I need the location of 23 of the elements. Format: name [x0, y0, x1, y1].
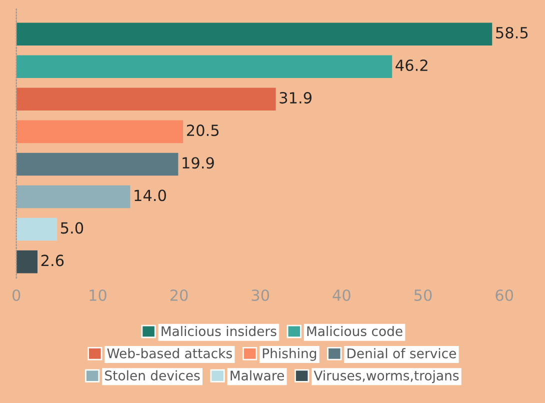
legend-label: Malware [230, 370, 284, 381]
data-label: 46.2 [396, 59, 428, 72]
legend-label: Phishing [262, 348, 316, 361]
x-tick-label: 60 [496, 289, 514, 302]
legend-label: Web-based attacks [107, 348, 232, 358]
x-tick-label: 40 [332, 289, 350, 302]
data-label: 31.9 [280, 92, 312, 104]
x-tick-label: 10 [90, 289, 106, 302]
legend-label: Malicious code [307, 326, 402, 336]
legend-label: Malicious insiders [162, 326, 276, 336]
x-tick-label: 0 [12, 289, 20, 302]
x-tick-label: 30 [252, 289, 270, 302]
data-label: 58.5 [496, 26, 528, 39]
data-label: 5.0 [60, 222, 84, 234]
x-tick-label: 20 [170, 289, 188, 302]
data-label: 2.6 [41, 254, 64, 266]
data-label: 20.5 [186, 124, 219, 136]
data-label: 14.0 [134, 190, 166, 202]
legend-label: Stolen devices [105, 370, 200, 381]
legend-label: Viruses,worms,trojans [314, 370, 459, 384]
data-label: 19.9 [182, 157, 214, 169]
legend-label: Denial of service [348, 348, 456, 358]
x-tick-label: 50 [414, 289, 432, 302]
